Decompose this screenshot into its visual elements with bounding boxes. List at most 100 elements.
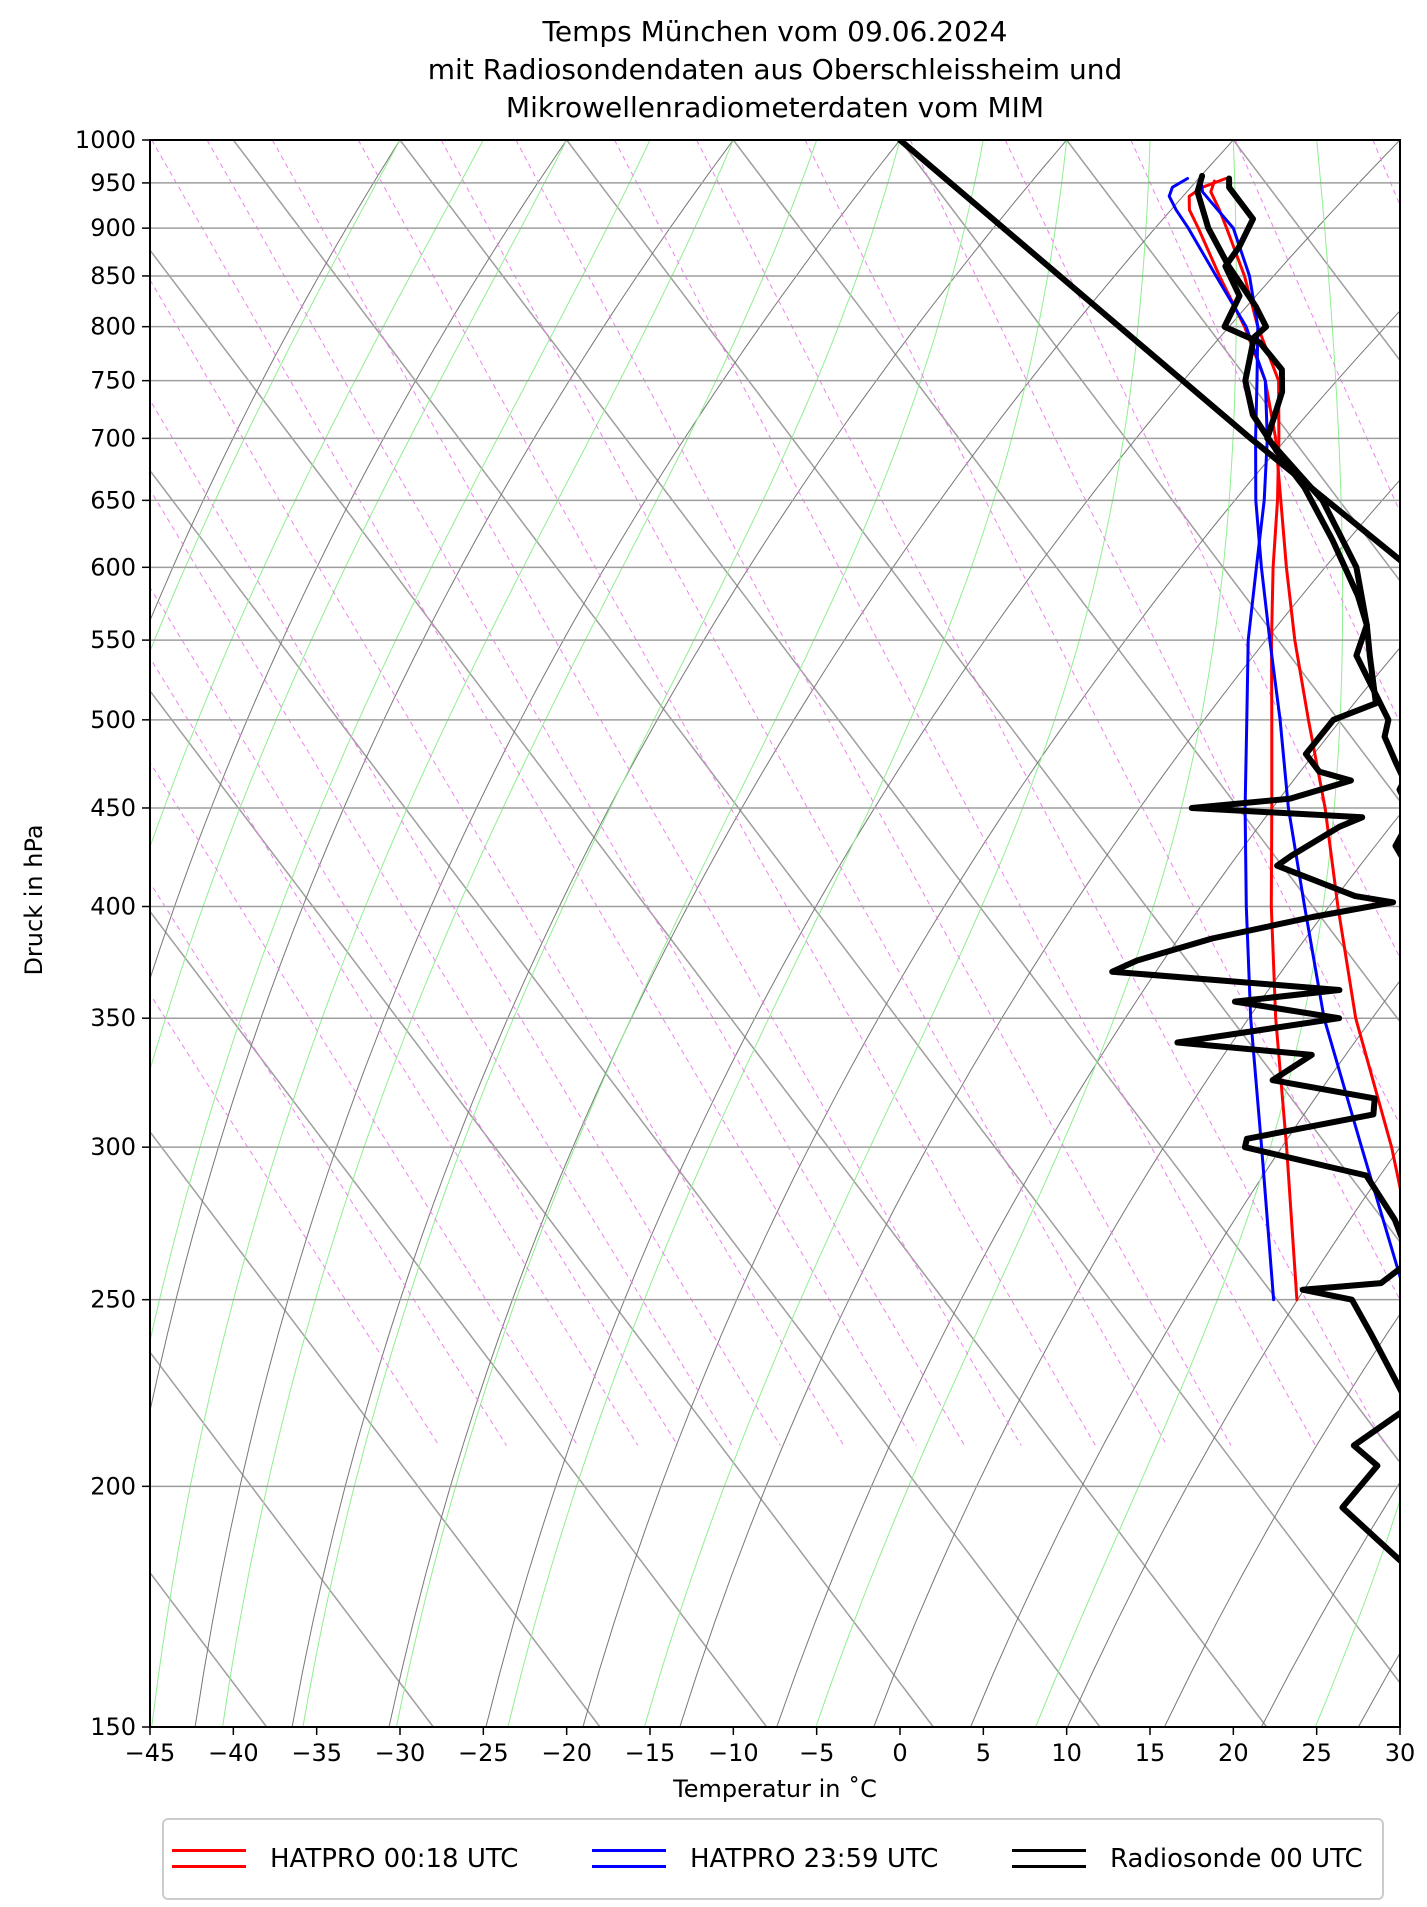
isotherm-line	[732, 140, 1400, 1023]
isotherm-line	[1399, 140, 1400, 142]
dry-adiabat-line	[1357, 1652, 1400, 1727]
mixing-ratio-line	[150, 656, 639, 1446]
dry-adiabat-line	[1163, 1313, 1400, 1727]
moist-adiabat-line	[395, 140, 984, 1727]
x-tick-label: 5	[976, 1739, 991, 1767]
y-tick-label: 900	[90, 214, 136, 242]
isotherm-line	[399, 140, 1400, 1464]
y-tick-label: 500	[90, 706, 136, 734]
dry-adiabat-line	[291, 140, 1068, 1727]
legend-item-radiosonde: Radiosonde 00 UTC	[1012, 1820, 1363, 1898]
x-tick-label: −40	[208, 1739, 259, 1767]
legend-swatch-black	[1012, 1845, 1086, 1873]
isotherm-line	[566, 140, 1400, 1244]
mixing-ratio-line	[271, 140, 1022, 1446]
mixing-ratio-line	[515, 140, 1232, 1446]
series-3-profile-3	[897, 140, 1400, 564]
series-3-profile-2	[1194, 172, 1400, 860]
legend-label: HATPRO 23:59 UTC	[690, 1844, 939, 1874]
mixing-ratio-line	[150, 993, 440, 1446]
dry-adiabat-line	[873, 813, 1400, 1727]
chart-title-line-1: Temps München vom 09.06.2024	[542, 15, 1008, 48]
x-tick-label: −45	[125, 1739, 176, 1767]
dry-adiabat-line	[1067, 1146, 1400, 1727]
legend-swatch-blue	[592, 1845, 666, 1873]
series-3-profile-1	[1109, 175, 1400, 1565]
series-2-profile-1	[1167, 177, 1276, 1302]
y-tick-label: 350	[90, 1004, 136, 1032]
isotherm-line	[150, 469, 1101, 1727]
dry-adiabat-line	[150, 140, 734, 1414]
x-tick-label: 0	[892, 1739, 907, 1767]
dry-adiabat-line	[776, 646, 1400, 1727]
y-tick-label: 300	[90, 1133, 136, 1161]
isotherm-line	[150, 1351, 434, 1727]
y-tick-label: 400	[90, 893, 136, 921]
dry-adiabat-line	[150, 140, 568, 981]
legend-label: Radiosonde 00 UTC	[1110, 1844, 1363, 1874]
legend: HATPRO 00:18 UTC HATPRO 23:59 UTC Radios…	[162, 1818, 1384, 1900]
mixing-ratio-line	[150, 278, 845, 1446]
y-tick-label: 650	[90, 486, 136, 514]
y-tick-label: 750	[90, 367, 136, 395]
y-tick-label: 450	[90, 794, 136, 822]
isotherm-line	[150, 248, 1268, 1727]
isotherm-line	[1232, 140, 1400, 362]
isotherm-line	[232, 140, 1400, 1685]
moist-adiabat-line	[1035, 140, 1344, 1727]
moist-adiabat-line	[150, 140, 651, 1344]
moist-adiabat-line	[222, 140, 818, 1727]
mixing-ratio-line	[1234, 140, 1400, 513]
legend-item-hatpro-0018: HATPRO 00:18 UTC	[172, 1820, 518, 1898]
isotherm-line	[150, 910, 768, 1727]
x-tick-label: −25	[458, 1739, 509, 1767]
mixing-ratio-line	[614, 140, 1316, 1446]
mixing-ratio-line	[909, 140, 1400, 1126]
dry-adiabat-line	[1260, 1481, 1400, 1727]
isotherm-line	[150, 1130, 601, 1727]
mixing-ratio-line	[150, 761, 579, 1446]
mixing-ratio-line	[357, 140, 1096, 1446]
isotherm-line	[899, 140, 1400, 803]
dry-adiabat-line	[582, 310, 1400, 1727]
x-tick-label: 30	[1385, 1739, 1416, 1767]
y-tick-label: 800	[90, 313, 136, 341]
x-tick-label: −15	[625, 1739, 676, 1767]
moist-adiabat-line	[150, 140, 568, 1072]
moist-adiabat-line	[507, 140, 1068, 1727]
y-tick-label: 150	[90, 1713, 136, 1741]
series-1-profile-1	[1209, 179, 1299, 1302]
legend-item-hatpro-2359: HATPRO 23:59 UTC	[592, 1820, 938, 1898]
moist-adiabat-line	[151, 140, 734, 1727]
x-tick-label: 10	[1051, 1739, 1082, 1767]
mixing-ratio-line	[150, 881, 507, 1446]
chart-title-line-2: mit Radiosondendaten aus Oberschleisshei…	[427, 53, 1123, 86]
mixing-ratio-line	[440, 140, 1168, 1446]
dry-adiabat-line	[485, 140, 1400, 1727]
moist-adiabat-line	[643, 140, 1151, 1727]
mixing-ratio-line	[696, 140, 1386, 1446]
y-tick-label: 1000	[75, 126, 136, 154]
x-tick-label: −35	[291, 1739, 342, 1767]
isotherm-line	[150, 689, 934, 1727]
mixing-ratio-line	[804, 140, 1400, 1301]
x-tick-label: −20	[541, 1739, 592, 1767]
plot-frame	[149, 139, 1401, 1728]
legend-label: HATPRO 00:18 UTC	[270, 1844, 519, 1874]
x-axis-label: Temperatur in ˚C	[673, 1775, 877, 1803]
moist-adiabat-line	[815, 140, 1237, 1727]
x-tick-label: −30	[375, 1739, 426, 1767]
y-tick-label: 950	[90, 169, 136, 197]
moist-adiabat-line	[1314, 140, 1400, 1727]
y-tick-label: 550	[90, 626, 136, 654]
moist-adiabat-line	[150, 140, 484, 849]
y-tick-label: 850	[90, 262, 136, 290]
chart-title-line-3: Mikrowellenradiometerdaten vom MIM	[505, 91, 1045, 124]
mixing-ratio-line	[150, 399, 781, 1446]
mixing-ratio-line	[206, 140, 966, 1446]
mixing-ratio-line	[150, 488, 733, 1446]
series-2-profile-2	[1199, 177, 1400, 1282]
y-tick-label: 250	[90, 1286, 136, 1314]
